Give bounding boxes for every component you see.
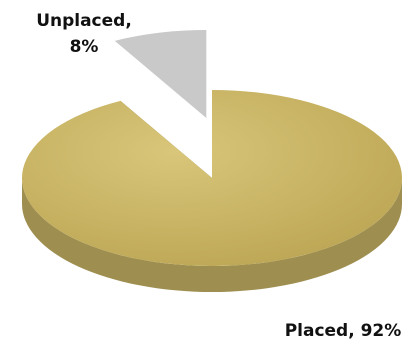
slice-side — [22, 178, 402, 292]
slice-top — [114, 29, 207, 118]
data-label: Placed, 92% — [284, 321, 402, 341]
slice-top — [22, 90, 402, 266]
slice — [22, 90, 402, 292]
data-label: Unplaced, 8% — [36, 11, 132, 57]
slice — [114, 29, 207, 118]
